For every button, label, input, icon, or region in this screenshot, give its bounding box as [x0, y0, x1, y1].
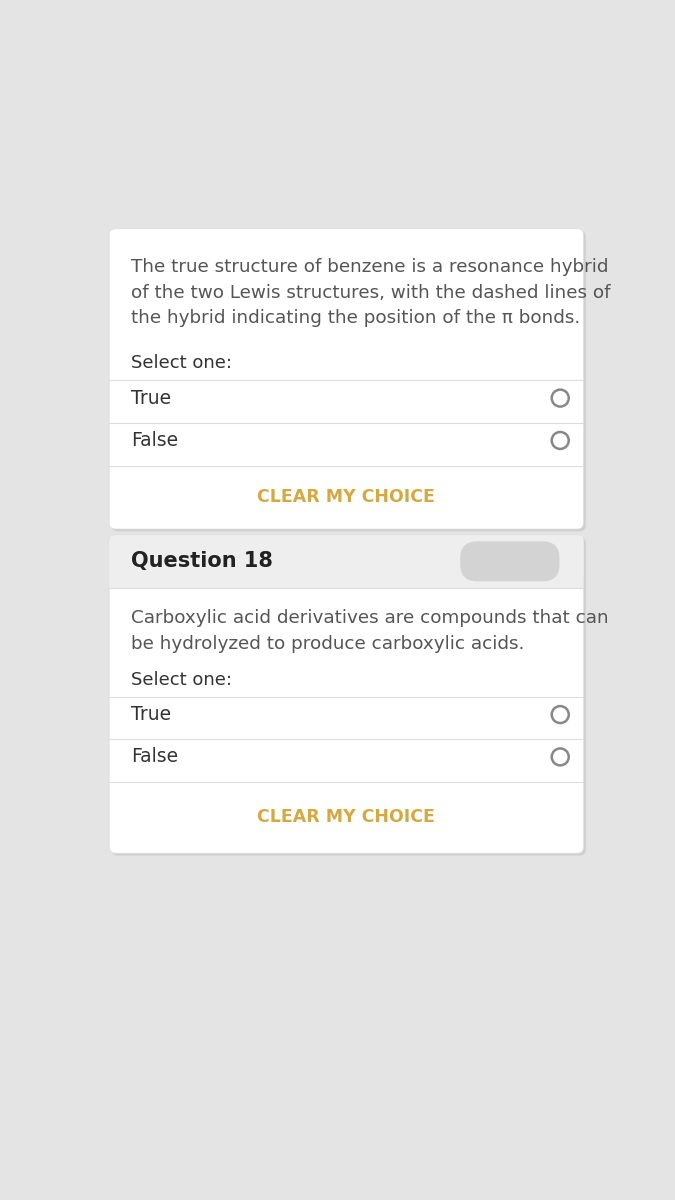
Text: Carboxylic acid derivatives are compounds that can
be hydrolyzed to produce carb: Carboxylic acid derivatives are compound… — [131, 610, 608, 653]
Text: CLEAR MY CHOICE: CLEAR MY CHOICE — [257, 488, 435, 506]
Circle shape — [551, 749, 569, 766]
Text: False: False — [131, 748, 178, 767]
FancyBboxPatch shape — [109, 535, 583, 853]
FancyBboxPatch shape — [109, 229, 583, 529]
Text: The true structure of benzene is a resonance hybrid
of the two Lewis structures,: The true structure of benzene is a reson… — [131, 258, 610, 328]
Circle shape — [551, 390, 569, 407]
FancyBboxPatch shape — [110, 580, 583, 589]
Text: Select one:: Select one: — [131, 354, 232, 372]
Text: CLEAR MY CHOICE: CLEAR MY CHOICE — [257, 808, 435, 826]
Text: True: True — [131, 389, 171, 408]
FancyBboxPatch shape — [109, 535, 583, 853]
FancyBboxPatch shape — [111, 232, 586, 532]
Text: True: True — [131, 706, 171, 724]
Circle shape — [551, 706, 569, 724]
Text: Select one:: Select one: — [131, 671, 232, 689]
FancyBboxPatch shape — [460, 541, 560, 581]
FancyBboxPatch shape — [110, 536, 583, 588]
FancyBboxPatch shape — [109, 535, 583, 588]
Text: Question 18: Question 18 — [131, 551, 273, 571]
Circle shape — [551, 432, 569, 449]
Text: False: False — [131, 431, 178, 450]
FancyBboxPatch shape — [111, 538, 586, 856]
